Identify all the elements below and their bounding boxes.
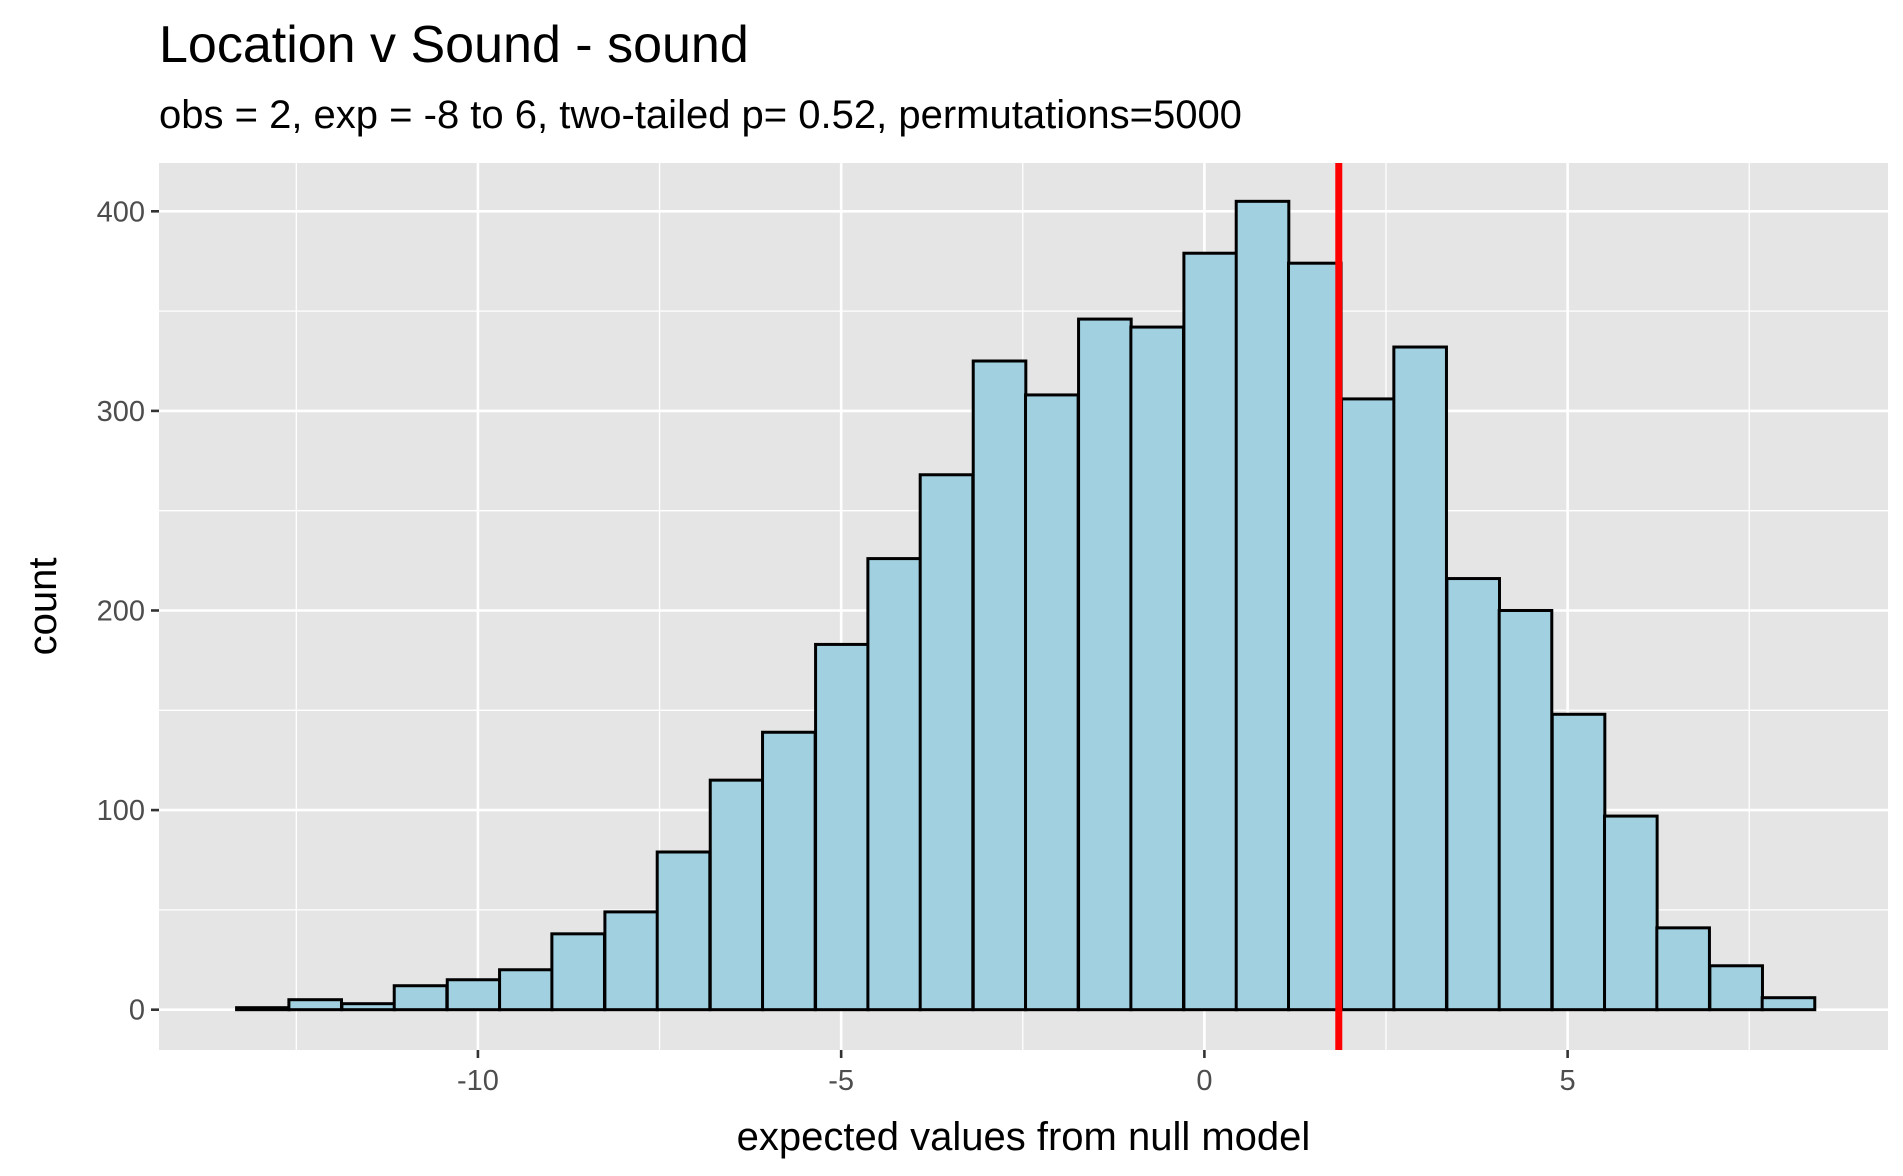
y-axis: 0 100 200 300 400	[97, 196, 159, 1027]
histogram-bar	[1708, 964, 1764, 1012]
histogram-bar	[1340, 397, 1396, 1012]
y-tick-label: 100	[97, 795, 145, 827]
histogram-bar	[1497, 608, 1554, 1012]
x-axis-title: expected values from null model	[737, 1115, 1311, 1159]
histogram-bar	[918, 473, 975, 1012]
y-axis-title: count	[21, 558, 65, 656]
histogram-bar	[1445, 577, 1501, 1012]
histogram-bar	[971, 359, 1028, 1012]
histogram-bar	[1024, 393, 1080, 1012]
histogram-bar	[1129, 325, 1185, 1012]
histogram-bar	[1392, 345, 1448, 1012]
y-tick-label: 400	[97, 196, 145, 228]
histogram-bar	[1550, 712, 1607, 1012]
chart-title: Location v Sound - sound	[159, 16, 749, 74]
histogram-bar	[1234, 199, 1291, 1012]
y-tick-label: 300	[97, 396, 145, 428]
histogram-bar	[1077, 317, 1133, 1012]
histogram-bar	[708, 778, 765, 1012]
histogram-bar	[866, 557, 922, 1012]
histogram-bar	[1182, 251, 1239, 1012]
histogram-bar	[392, 984, 449, 1012]
x-tick-label: 5	[1560, 1065, 1576, 1097]
histogram-bar	[235, 1006, 291, 1012]
x-tick-label: -5	[828, 1065, 854, 1097]
histogram-bar	[814, 642, 870, 1012]
histogram-bar	[287, 998, 343, 1012]
histogram-bar	[1603, 814, 1659, 1012]
x-tick-label: -10	[457, 1065, 499, 1097]
histogram-bar	[498, 968, 554, 1012]
histogram-bar	[1287, 261, 1343, 1012]
histogram-bar	[761, 730, 817, 1012]
histogram-bars	[235, 199, 1817, 1012]
chart-subtitle: obs = 2, exp = -8 to 6, two-tailed p= 0.…	[159, 93, 1242, 137]
histogram-bar	[550, 932, 606, 1012]
histogram-bar	[445, 978, 502, 1012]
histogram-bar	[1760, 996, 1817, 1012]
x-axis: -10 -5 0 5	[457, 1050, 1576, 1097]
histogram-bar	[1655, 926, 1711, 1012]
y-tick-label: 200	[97, 595, 145, 627]
histogram-bar	[603, 910, 660, 1012]
histogram-bar	[655, 850, 712, 1012]
y-tick-label: 0	[129, 995, 145, 1027]
x-tick-label: 0	[1196, 1065, 1212, 1097]
histogram-bar	[340, 1002, 397, 1012]
